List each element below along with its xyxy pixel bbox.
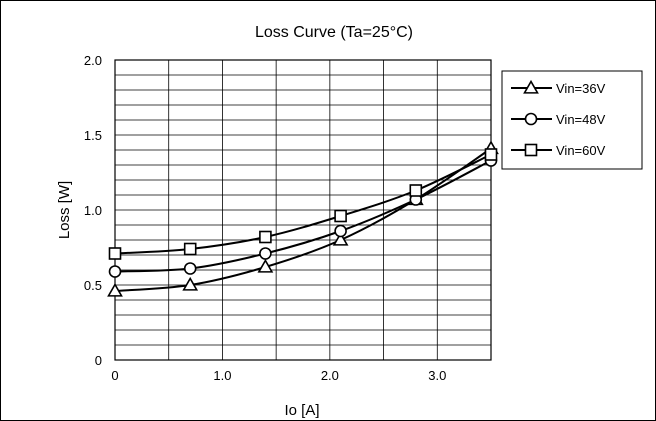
data-point-circle — [183, 262, 197, 275]
legend-entry-triangle: Vin=36V — [511, 79, 606, 96]
data-point-circle — [108, 265, 122, 278]
x-axis-title: Io [A] — [284, 402, 319, 419]
legend: Vin=36V Vin=48V Vin=60V — [501, 70, 643, 170]
x-tick-label: 3.0 — [428, 368, 446, 383]
data-point-triangle — [182, 276, 199, 291]
tick-labels: 0 1.0 2.0 3.0 0 0.5 1.0 1.5 2.0 — [84, 53, 446, 383]
x-tick-label: 2.0 — [321, 368, 339, 383]
y-axis-title: Loss [W] — [56, 181, 73, 239]
data-point-circle — [259, 247, 272, 260]
data-point-square — [334, 209, 347, 223]
legend-label: Vin=36V — [556, 81, 606, 96]
y-tick-label: 1.5 — [84, 128, 102, 143]
chart-title: Loss Curve (Ta=25°C) — [255, 24, 413, 41]
plot-grid — [114, 59, 492, 361]
data-point-square — [409, 184, 423, 197]
data-point-triangle — [257, 258, 274, 273]
y-tick-label: 0 — [95, 353, 102, 368]
plot-area-border — [114, 59, 492, 361]
legend-label: Vin=60V — [556, 143, 606, 158]
series-circle — [108, 154, 498, 278]
legend-entry-square: Vin=60V — [511, 143, 606, 158]
data-point-triangle — [332, 231, 349, 246]
x-tick-label: 1.0 — [213, 368, 231, 383]
y-tick-label: 0.5 — [84, 278, 102, 293]
series-line-square — [114, 153, 492, 255]
legend-label: Vin=48V — [556, 112, 606, 127]
series-square — [108, 148, 498, 260]
legend-marker-circle — [524, 112, 538, 126]
y-tick-label: 1.0 — [84, 203, 102, 218]
data-point-square — [183, 242, 197, 256]
legend-entry-circle: Vin=48V — [511, 112, 606, 127]
legend-marker-square — [524, 143, 538, 157]
data-point-triangle — [107, 282, 123, 297]
series-layer — [107, 140, 499, 297]
data-point-square — [484, 148, 498, 161]
data-point-circle — [334, 224, 347, 238]
x-tick-label: 0 — [111, 368, 118, 383]
data-point-square — [108, 247, 122, 260]
data-point-square — [259, 230, 272, 244]
y-tick-label: 2.0 — [84, 53, 102, 68]
legend-marker-triangle — [523, 79, 539, 94]
